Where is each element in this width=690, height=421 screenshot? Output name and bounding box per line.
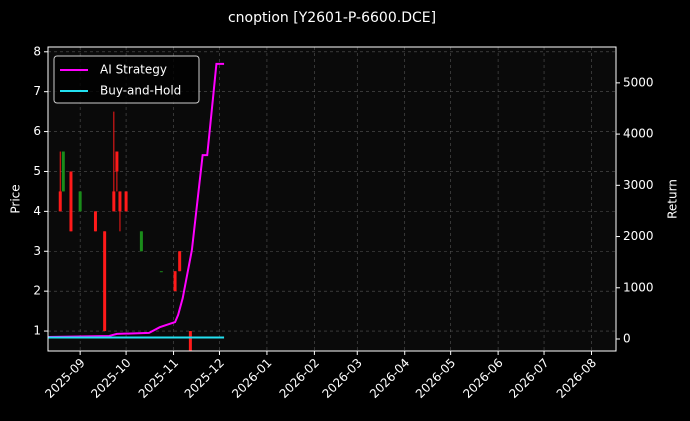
candle-body [103,231,107,332]
y-tick-label: 6 [33,124,41,138]
y-tick-label: 5 [33,164,41,178]
candle-body [61,151,65,192]
candle-body [58,191,62,212]
candle-body [124,191,128,212]
legend-box [53,55,200,104]
candle-body [188,331,192,351]
y-tick-label: 7 [33,84,41,98]
y2-tick-label: 1000 [623,280,654,294]
candle-body [178,251,182,272]
axes-frame [47,46,617,352]
candle-body [115,151,119,172]
y-tick-label: 4 [33,204,41,218]
candle-body [78,191,82,212]
y2-tick-label: 3000 [623,178,654,192]
y2-tick-label: 0 [623,332,631,346]
chart-title: cnoption [Y2601-P-6600.DCE] [228,10,436,26]
candle-body [139,231,143,252]
y2-tick-label: 4000 [623,127,654,141]
y2-tick-label: 5000 [623,75,654,89]
legend: AI Strategy Buy-and-Hold [53,55,200,104]
candle-body [118,191,122,212]
candle-body [159,271,163,273]
legend-label: AI Strategy [100,63,167,77]
candle-body [93,211,97,232]
candle-body [69,171,73,232]
y-tick-label: 1 [33,324,41,338]
y-tick-label: 3 [33,244,41,258]
y2-tick-label: 2000 [623,229,654,243]
candle-body [173,271,177,292]
y2-axis-label: Return [666,179,680,219]
y-axis-label: Price [9,184,23,213]
legend-label: Buy-and-Hold [100,84,181,98]
y-tick-label: 8 [33,44,41,58]
candle-body [112,191,116,212]
line-series [47,62,225,338]
y-tick-label: 2 [33,284,41,298]
